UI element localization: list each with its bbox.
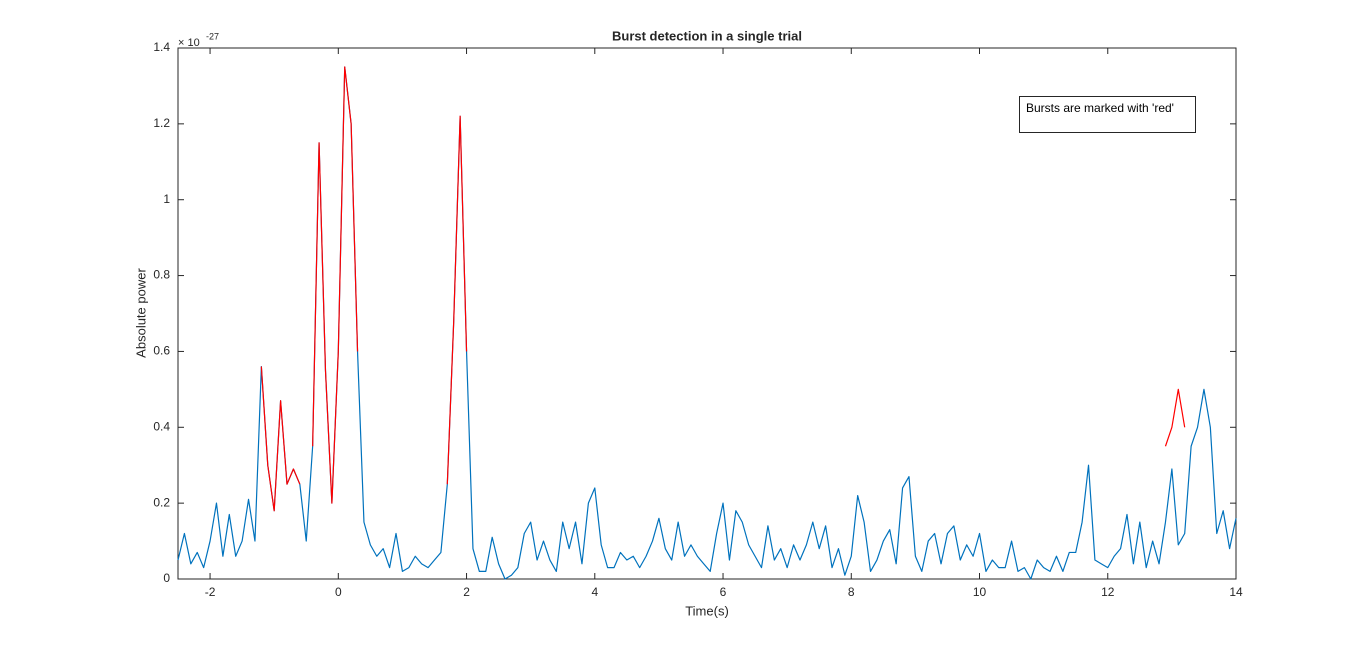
- x-tick-label: 8: [848, 585, 855, 599]
- series-line: [260, 66, 1186, 512]
- y-exponent-base: × 10: [178, 37, 200, 49]
- chart-title: Burst detection in a single trial: [612, 28, 802, 43]
- x-tick-label: 10: [973, 585, 987, 599]
- axes-box: [177, 47, 1237, 580]
- x-tick-label: 6: [720, 585, 727, 599]
- y-exponent: -27: [206, 31, 219, 41]
- x-tick-label: -2: [205, 585, 216, 599]
- x-tick-label: 12: [1101, 585, 1115, 599]
- x-tick-label: 14: [1229, 585, 1243, 599]
- y-tick-label: 0.6: [153, 344, 170, 358]
- annotation: Bursts are marked with 'red': [1019, 96, 1196, 133]
- y-tick-label: 0.4: [153, 419, 170, 433]
- x-axis-label: Time(s): [685, 603, 729, 618]
- y-tick-label: 1: [163, 192, 170, 206]
- x-tick-label: 0: [335, 585, 342, 599]
- x-tick-label: 2: [463, 585, 470, 599]
- y-tick-label: 1.4: [153, 40, 170, 54]
- y-axis-label: Absolute power: [133, 268, 148, 358]
- y-tick-label: 0.8: [153, 268, 170, 282]
- y-tick-label: 0.2: [153, 495, 170, 509]
- x-tick-label: 4: [591, 585, 598, 599]
- y-tick-label: 0: [163, 571, 170, 585]
- y-tick-label: 1.2: [153, 116, 170, 130]
